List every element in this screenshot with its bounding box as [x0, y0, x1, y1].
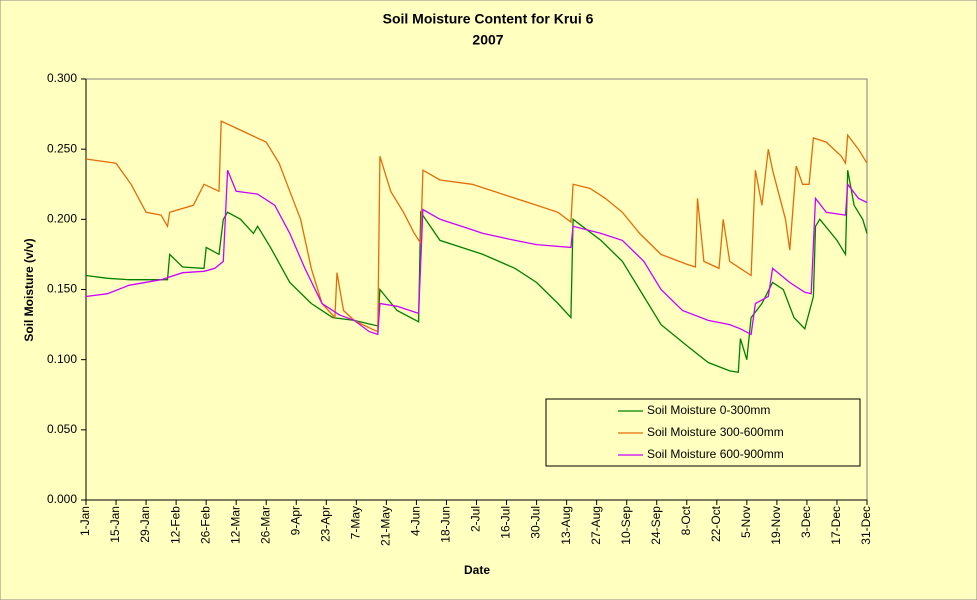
x-tick-label: 2-Jul	[469, 506, 483, 532]
x-tick-label: 12-Feb	[168, 506, 182, 544]
x-tick-label: 30-Jul	[529, 506, 543, 539]
legend-label: Soil Moisture 0-300mm	[647, 403, 770, 417]
y-axis-label: Soil Moisture (v/v)	[22, 238, 36, 341]
series-line	[85, 120, 868, 333]
x-tick-label: 15-Jan	[108, 506, 122, 543]
x-tick-label: 7-May	[349, 506, 363, 539]
x-tick-label: 16-Jul	[499, 506, 513, 539]
chart-title: Soil Moisture Content for Krui 6	[383, 11, 594, 27]
y-tick-label: 0.200	[47, 212, 77, 226]
y-tick-label: 0.000	[47, 492, 77, 506]
x-axis-label: Date	[464, 563, 490, 577]
x-tick-label: 10-Sep	[619, 506, 633, 545]
y-tick-label: 0.150	[47, 282, 77, 296]
x-tick-label: 1-Jan	[78, 506, 92, 536]
x-tick-label: 17-Dec	[829, 506, 843, 545]
x-tick-label: 22-Oct	[709, 505, 723, 542]
y-tick-label: 0.100	[47, 352, 77, 366]
x-tick-label: 19-Nov	[769, 506, 783, 545]
x-tick-label: 26-Mar	[258, 506, 272, 544]
legend-label: Soil Moisture 600-900mm	[647, 447, 784, 461]
x-tick-label: 13-Aug	[559, 506, 573, 545]
y-tick-label: 0.250	[47, 141, 77, 155]
series-line	[85, 169, 868, 336]
series-line	[85, 170, 868, 374]
x-tick-label: 27-Aug	[589, 506, 603, 545]
x-tick-label: 8-Oct	[679, 505, 693, 535]
x-tick-label: 4-Jun	[409, 506, 423, 536]
x-tick-label: 9-Apr	[288, 506, 302, 535]
x-tick-label: 18-Jun	[439, 506, 453, 543]
chart-subtitle: 2007	[472, 32, 503, 48]
x-tick-label: 12-Mar	[228, 506, 242, 544]
legend-label: Soil Moisture 300-600mm	[647, 425, 784, 439]
x-tick-label: 26-Feb	[198, 506, 212, 544]
x-tick-label: 24-Sep	[649, 506, 663, 545]
x-tick-label: 29-Jan	[138, 506, 152, 543]
x-tick-label: 21-May	[379, 506, 393, 546]
y-tick-label: 0.300	[47, 71, 77, 85]
x-tick-label: 3-Dec	[799, 506, 813, 538]
x-tick-label: 23-Apr	[318, 506, 332, 542]
x-tick-label: 5-Nov	[739, 506, 753, 538]
legend-box	[545, 398, 861, 467]
y-tick-label: 0.050	[47, 422, 77, 436]
x-tick-label: 31-Dec	[859, 506, 873, 545]
